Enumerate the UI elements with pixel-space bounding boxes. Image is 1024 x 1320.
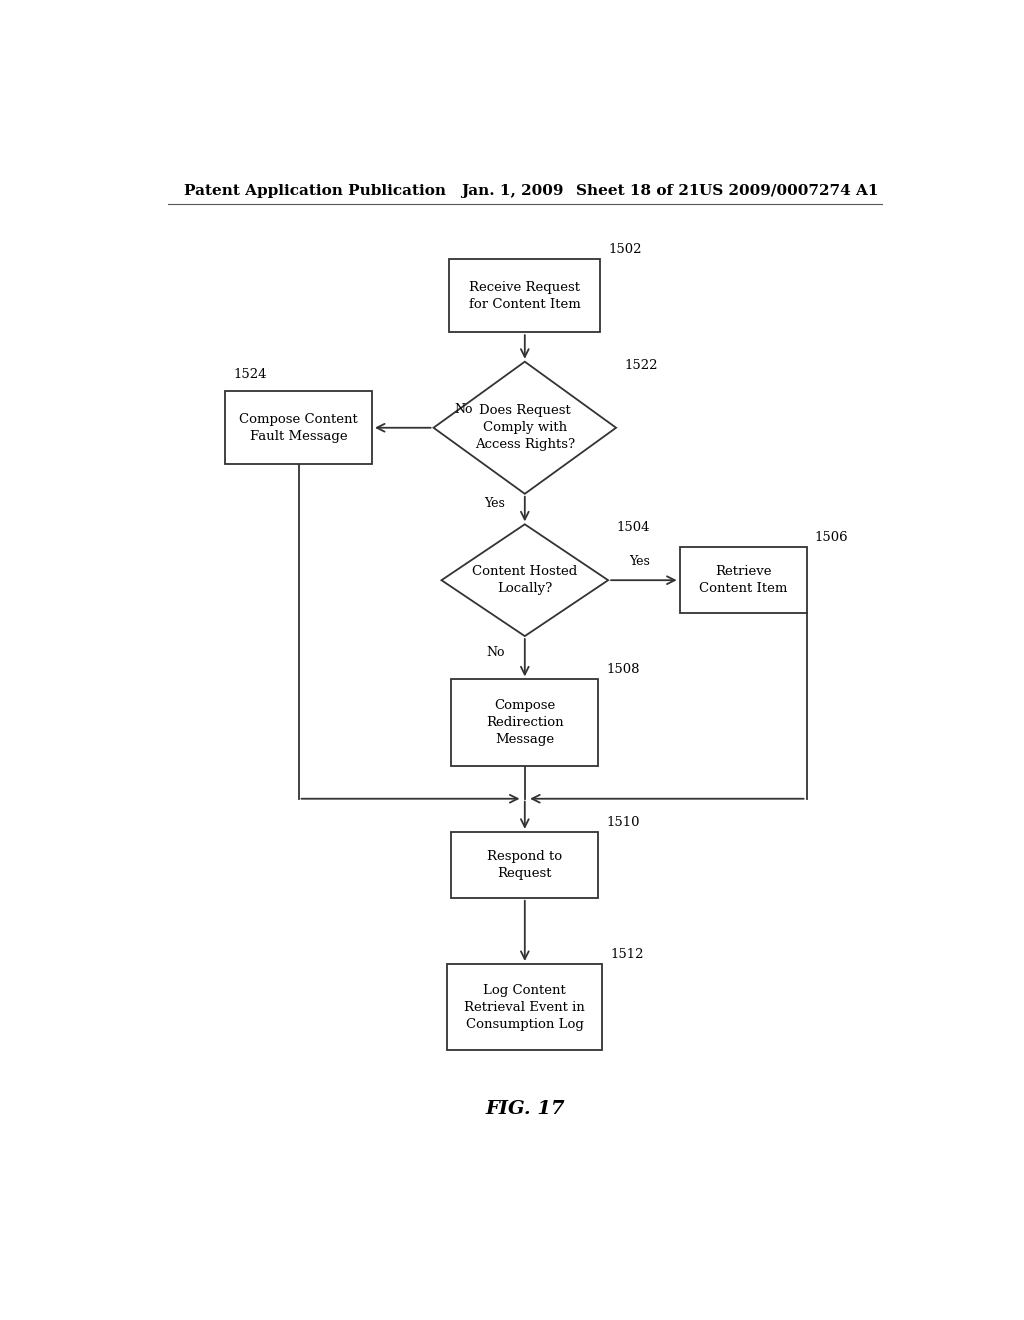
FancyBboxPatch shape bbox=[680, 548, 807, 614]
Text: 1508: 1508 bbox=[606, 663, 640, 676]
Text: Sheet 18 of 21: Sheet 18 of 21 bbox=[577, 183, 699, 198]
Text: 1510: 1510 bbox=[606, 816, 640, 829]
Text: Yes: Yes bbox=[630, 556, 650, 569]
FancyBboxPatch shape bbox=[225, 391, 372, 465]
Text: FIG. 17: FIG. 17 bbox=[485, 1100, 564, 1118]
Text: 1524: 1524 bbox=[233, 368, 266, 381]
Text: Receive Request
for Content Item: Receive Request for Content Item bbox=[469, 281, 581, 310]
Text: Retrieve
Content Item: Retrieve Content Item bbox=[698, 565, 787, 595]
Text: 1522: 1522 bbox=[624, 359, 657, 372]
Text: Does Request
Comply with
Access Rights?: Does Request Comply with Access Rights? bbox=[475, 404, 574, 451]
FancyBboxPatch shape bbox=[452, 680, 598, 766]
Polygon shape bbox=[433, 362, 616, 494]
Polygon shape bbox=[441, 524, 608, 636]
Text: Log Content
Retrieval Event in
Consumption Log: Log Content Retrieval Event in Consumpti… bbox=[465, 983, 585, 1031]
Text: 1504: 1504 bbox=[616, 521, 649, 535]
Text: Compose Content
Fault Message: Compose Content Fault Message bbox=[240, 413, 358, 442]
Text: Patent Application Publication: Patent Application Publication bbox=[183, 183, 445, 198]
FancyBboxPatch shape bbox=[447, 964, 602, 1051]
Text: Content Hosted
Locally?: Content Hosted Locally? bbox=[472, 565, 578, 595]
Text: 1506: 1506 bbox=[814, 531, 848, 544]
Text: 1512: 1512 bbox=[610, 948, 644, 961]
FancyBboxPatch shape bbox=[450, 259, 600, 333]
Text: Compose
Redirection
Message: Compose Redirection Message bbox=[486, 700, 563, 746]
Text: US 2009/0007274 A1: US 2009/0007274 A1 bbox=[699, 183, 879, 198]
Text: No: No bbox=[455, 403, 473, 416]
Text: Respond to
Request: Respond to Request bbox=[487, 850, 562, 880]
Text: Yes: Yes bbox=[484, 498, 505, 511]
Text: No: No bbox=[486, 645, 505, 659]
Text: 1502: 1502 bbox=[608, 243, 642, 256]
FancyBboxPatch shape bbox=[452, 832, 598, 898]
Text: Jan. 1, 2009: Jan. 1, 2009 bbox=[461, 183, 564, 198]
